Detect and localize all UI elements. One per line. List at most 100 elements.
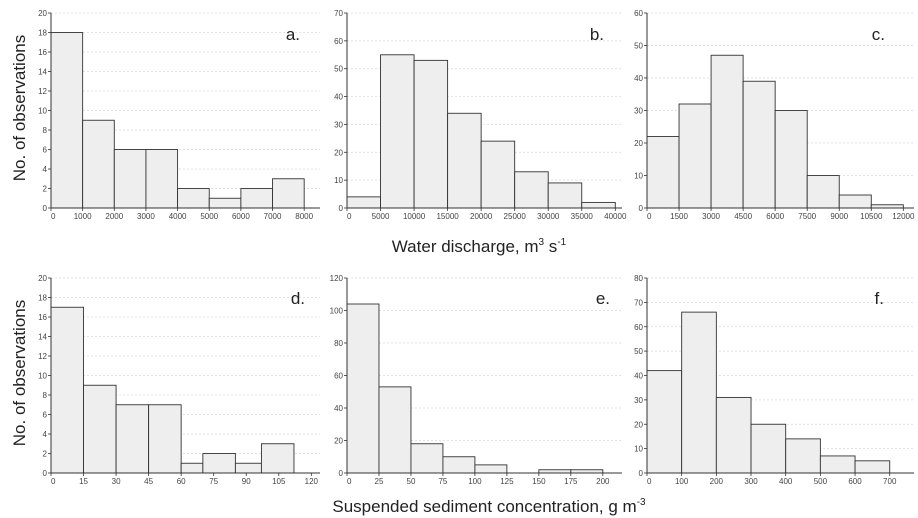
histogram-bar: [180, 462, 204, 474]
histogram-bar: [442, 456, 476, 474]
y-tick-label: 100: [330, 307, 344, 316]
histogram-bar: [742, 80, 776, 209]
histogram-bar: [113, 149, 147, 209]
histogram-bar: [346, 196, 381, 209]
x-tick-label: 40000: [604, 212, 627, 221]
x-tick-label: 2000: [105, 212, 123, 221]
histogram-bar: [646, 370, 683, 474]
panel-label: d.: [291, 289, 305, 308]
histogram-bar: [346, 303, 380, 474]
x-tick-label: 150: [532, 477, 546, 486]
histogram-bar: [480, 140, 516, 209]
x-tick-label: 15: [79, 477, 88, 486]
x-tick-label: 3000: [702, 212, 720, 221]
row2-xlabel-sup: -3: [637, 497, 646, 508]
histogram-bar: [115, 404, 150, 474]
histogram-bar: [514, 171, 549, 209]
histogram-bar: [82, 119, 115, 209]
histogram-bar: [272, 178, 305, 209]
histogram-bar: [806, 175, 840, 209]
histogram-bar: [581, 201, 616, 209]
y-tick-label: 20: [634, 139, 643, 148]
y-tick-label: 60: [634, 9, 643, 18]
histogram-bar: [474, 464, 508, 474]
y-tick-label: 0: [43, 469, 48, 478]
x-tick-label: 6000: [766, 212, 784, 221]
y-tick-label: 120: [330, 274, 344, 283]
x-tick-label: 30: [112, 477, 121, 486]
histogram-bar: [410, 443, 444, 474]
panel-6: 0 10 20 30 40 50 60 70 80 0 100 200 300 400 500 600 700 f…: [634, 274, 914, 486]
x-tick-label: 0: [51, 477, 56, 486]
panel-label: f.: [875, 289, 884, 308]
x-tick-label: 125: [500, 477, 514, 486]
y-tick-label: 12: [38, 352, 47, 361]
y-tick-label: 40: [634, 372, 643, 381]
histogram-bar: [681, 311, 717, 474]
y-tick-label: 20: [634, 420, 643, 429]
y-tick-label: 2: [43, 185, 48, 194]
histogram-bar: [380, 54, 415, 209]
x-tick-label: 700: [883, 477, 897, 486]
y-tick-label: 70: [334, 9, 343, 18]
y-tick-label: 80: [634, 274, 643, 283]
panel-3: 0 10 20 30 40 50 60 0 1500 3000 4500 6000 7500 9000 10…: [634, 9, 915, 221]
y-tick-label: 70: [634, 298, 643, 307]
y-tick-label: 4: [43, 165, 48, 174]
histogram-bar: [819, 455, 856, 474]
histogram-bar: [547, 182, 583, 209]
x-tick-label: 50: [407, 477, 416, 486]
x-tick-label: 175: [564, 477, 578, 486]
histogram-bar: [260, 443, 295, 474]
x-tick-label: 75: [438, 477, 447, 486]
y-tick-label: 50: [634, 347, 643, 356]
row2-xlabel-main: Suspended sediment concentration, g m: [332, 497, 636, 516]
y-tick-label: 60: [334, 37, 343, 46]
x-tick-label: 120: [305, 477, 319, 486]
x-tick-label: 5000: [372, 212, 390, 221]
histogram-bar: [177, 188, 210, 209]
y-tick-label: 10: [634, 445, 643, 454]
y-tick-label: 20: [38, 9, 47, 18]
y-tick-label: 10: [634, 172, 643, 181]
x-tick-label: 0: [647, 212, 652, 221]
x-tick-label: 5000: [200, 212, 218, 221]
y-tick-label: 40: [634, 74, 643, 83]
y-tick-label: 6: [43, 146, 48, 155]
panel-5: 0 20 40 60 80 100 120 0 25 50 75 100 125 150 175 200 e.: [330, 274, 622, 486]
row1-xlabel-main: Water discharge, m: [392, 237, 539, 256]
y-tick-label: 0: [339, 469, 344, 478]
histogram-bar: [234, 462, 262, 474]
x-tick-label: 7000: [264, 212, 282, 221]
y-tick-label: 2: [43, 450, 48, 459]
x-tick-label: 60: [177, 477, 186, 486]
x-tick-label: 4500: [734, 212, 752, 221]
panel-2: 0 10 20 30 40 50 60 70 0 5000 10000 15000 20000 25000…: [334, 9, 627, 221]
x-tick-label: 25: [375, 477, 384, 486]
y-tick-label: 16: [38, 313, 47, 322]
histogram-bar: [202, 453, 236, 474]
x-tick-label: 90: [242, 477, 251, 486]
x-tick-label: 12000: [892, 212, 915, 221]
y-tick-label: 4: [43, 430, 48, 439]
y-tick-label: 14: [38, 333, 47, 342]
y-tick-label: 16: [38, 48, 47, 57]
row2-ylabel: No. of observations: [10, 300, 29, 446]
y-tick-label: 8: [43, 126, 48, 135]
x-tick-label: 200: [596, 477, 610, 486]
histogram-bar: [148, 404, 182, 474]
histogram-bar: [785, 438, 821, 474]
x-tick-label: 10000: [403, 212, 426, 221]
x-tick-label: 25000: [504, 212, 527, 221]
histogram-bar: [413, 59, 449, 209]
x-tick-label: 7500: [798, 212, 816, 221]
y-tick-label: 60: [634, 323, 643, 332]
y-tick-label: 50: [334, 65, 343, 74]
x-tick-label: 200: [710, 477, 724, 486]
row1-xlabel-mid: s: [544, 237, 557, 256]
panel-label: e.: [596, 289, 610, 308]
x-tick-label: 45: [144, 477, 153, 486]
y-tick-label: 20: [38, 274, 47, 283]
y-tick-label: 0: [639, 469, 644, 478]
